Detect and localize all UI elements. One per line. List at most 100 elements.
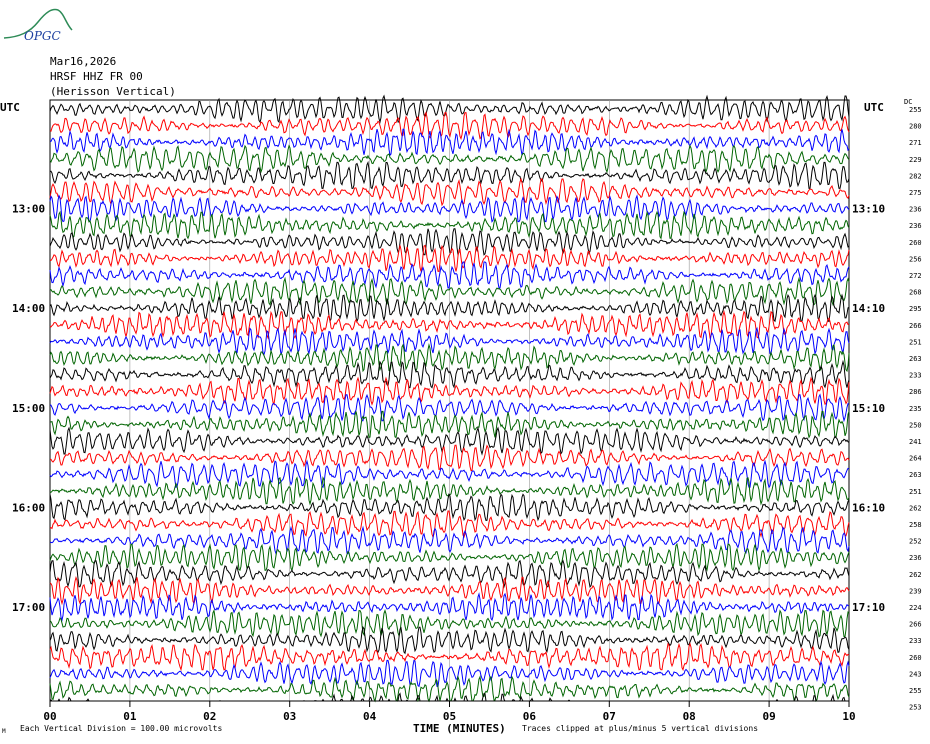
trace-line — [49, 376, 850, 406]
trace-line — [49, 128, 850, 157]
dc-offset-value: 235 — [909, 405, 922, 413]
x-tick-label: 09 — [762, 710, 775, 723]
dc-offset-value: 250 — [909, 421, 922, 429]
x-tick-label: 10 — [842, 710, 855, 723]
trace-line — [49, 625, 850, 655]
dc-offset-value: 236 — [909, 206, 922, 214]
trace-line — [49, 493, 850, 522]
dc-offset-value: 263 — [909, 471, 922, 479]
dc-offset-value: 258 — [909, 521, 922, 529]
x-tick-label: 07 — [603, 710, 616, 723]
corner-mark: M — [2, 728, 6, 735]
trace-line — [49, 559, 850, 589]
dc-offset-value: 236 — [909, 554, 922, 562]
trace-line — [49, 642, 850, 672]
time-label-left: 14:00 — [12, 302, 45, 315]
time-label-right: 17:10 — [852, 601, 885, 614]
trace-line — [49, 293, 850, 323]
x-tick-label: 04 — [363, 710, 377, 723]
trace-line — [49, 261, 850, 289]
trace-line — [49, 576, 850, 606]
dc-offset-value: 251 — [909, 338, 922, 346]
trace-line — [49, 160, 850, 190]
utc-right-label: UTC — [864, 101, 884, 114]
station-label: HRSF HHZ FR 00 — [50, 70, 143, 83]
time-label-left: 17:00 — [12, 601, 45, 614]
dc-offset-value: 266 — [909, 621, 922, 629]
dc-offset-value: 251 — [909, 488, 922, 496]
dc-offset-value: 260 — [909, 654, 922, 662]
trace-line — [49, 426, 850, 456]
dc-offset-value: 280 — [909, 123, 922, 131]
dc-offset-value: 236 — [909, 222, 922, 230]
trace-line — [49, 343, 850, 373]
dc-offset-value: 282 — [909, 172, 922, 180]
trace-line — [49, 444, 850, 472]
dc-offset-value: 271 — [909, 139, 922, 147]
trace-line — [49, 675, 850, 703]
dc-offset-value: 233 — [909, 637, 922, 645]
x-tick-label: 05 — [443, 710, 456, 723]
dc-offset-value: 241 — [909, 438, 922, 446]
dc-offset-value: 239 — [909, 587, 922, 595]
dc-offset-value: 275 — [909, 189, 922, 197]
dc-offset-value: 295 — [909, 305, 922, 313]
trace-line — [49, 510, 850, 539]
logo-text: OPGC — [24, 29, 61, 43]
trace-line — [49, 111, 850, 141]
time-label-left: 16:00 — [12, 501, 45, 514]
dc-offset-value: 233 — [909, 372, 922, 380]
time-label-right: 13:10 — [852, 203, 885, 216]
trace-line — [49, 144, 850, 174]
dc-offset-value: 256 — [909, 255, 922, 263]
clip-note: Traces clipped at plus/minus 5 vertical … — [522, 724, 759, 733]
trace-line — [49, 210, 850, 240]
dc-offset-value: 262 — [909, 571, 922, 579]
trace-line — [49, 592, 850, 622]
trace-line — [49, 410, 850, 439]
trace-line — [49, 525, 850, 556]
dc-offset-value: 264 — [909, 455, 922, 463]
x-axis: 00 01 02 03 04 05 06 07 08 09 10 — [43, 701, 856, 723]
dc-offset-value: 286 — [909, 388, 922, 396]
dc-offset-value: 229 — [909, 156, 922, 164]
trace-line — [49, 542, 850, 573]
dc-label: DC — [904, 98, 913, 106]
dc-offset-value: 262 — [909, 504, 922, 512]
time-label-left: 15:00 — [12, 402, 45, 415]
dc-offset-value: 255 — [909, 106, 922, 114]
dc-offset-value: 260 — [909, 239, 922, 247]
x-tick-label: 00 — [43, 710, 56, 723]
grid-lines — [129, 100, 770, 701]
trace-line — [49, 459, 850, 489]
dc-offset-value: 224 — [909, 604, 922, 612]
dc-offset-value: 268 — [909, 289, 922, 297]
trace-line — [49, 228, 850, 256]
x-tick-label: 01 — [123, 710, 137, 723]
trace-line — [49, 326, 850, 356]
division-note: Each Vertical Division = 100.00 microvol… — [20, 724, 223, 733]
site-label: (Herisson Vertical) — [50, 85, 176, 98]
trace-line — [49, 244, 850, 272]
trace-line — [49, 177, 850, 207]
time-label-left: 13:00 — [12, 203, 45, 216]
dc-offset-value: 243 — [909, 670, 922, 678]
dc-offset-value: 252 — [909, 538, 922, 546]
trace-line — [49, 309, 850, 340]
date-label: Mar16,2026 — [50, 55, 117, 68]
trace-line — [49, 659, 850, 688]
trace-line — [49, 393, 850, 423]
dc-offset-value: 272 — [909, 272, 922, 280]
dc-offset-value: 263 — [909, 355, 922, 363]
utc-left-label: UTC — [0, 101, 20, 114]
x-tick-label: 03 — [283, 710, 296, 723]
trace-line — [49, 194, 850, 223]
opgc-logo: OPGC — [3, 8, 73, 43]
x-axis-title: TIME (MINUTES) — [413, 722, 506, 735]
x-tick-label: 02 — [203, 710, 216, 723]
dc-offset-labels: 255 280 271 229 282 275 236 236 260 256 272 268 295 2… — [909, 106, 922, 712]
trace-line — [49, 94, 850, 124]
dc-offset-value: 253 — [909, 704, 922, 712]
trace-line — [49, 276, 850, 307]
